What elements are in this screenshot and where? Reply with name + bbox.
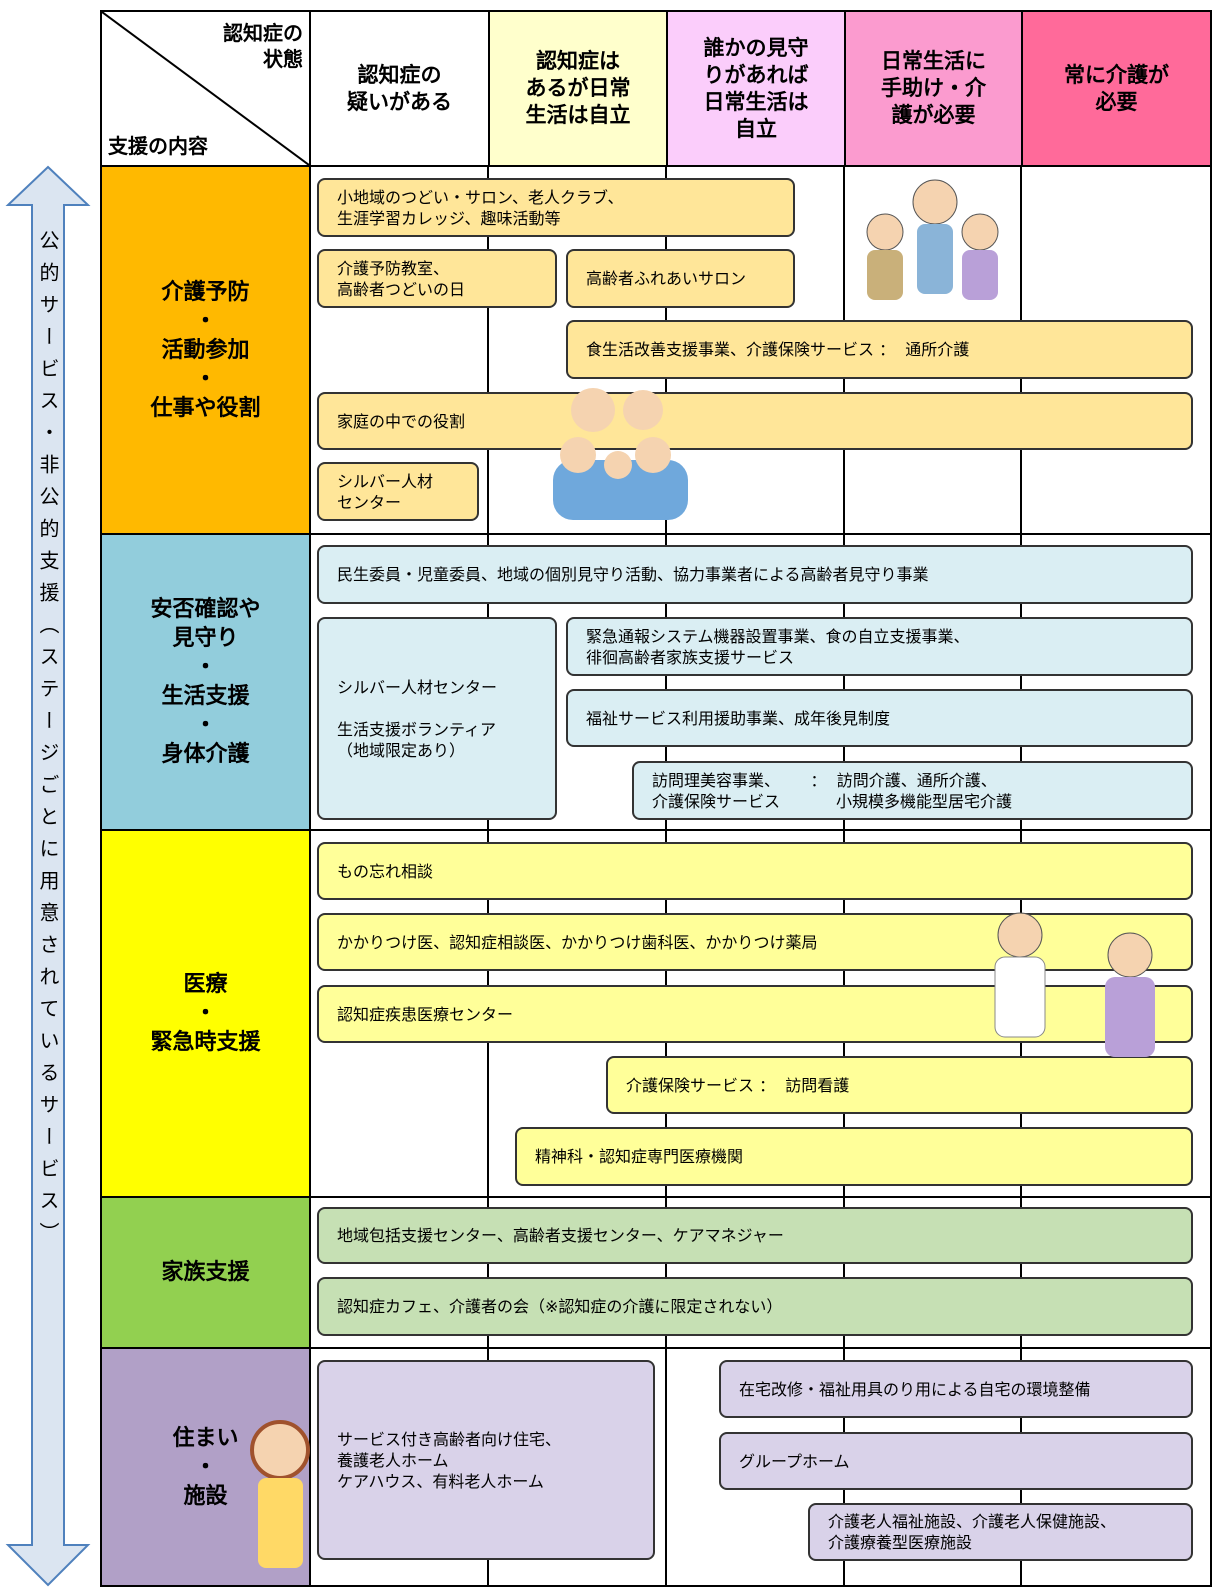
side-arrow: [5, 165, 91, 1587]
service-box: グループホーム: [719, 1432, 1193, 1490]
side-label: 公的サービス・非公的支援（ステージごとに用意されているサービス）: [36, 230, 60, 1254]
service-box: 在宅改修・福祉用具のり用による自宅の環境整備: [719, 1360, 1193, 1418]
corner: 認知症の 状態 支援の内容: [100, 10, 311, 167]
column-header: 誰かの見守 りがあれば 日常生活は 自立: [666, 10, 846, 167]
column-header: 日常生活に 手助け・介 護が必要: [844, 10, 1023, 167]
service-box: シルバー人材 センター: [317, 462, 479, 521]
illustration-family: [553, 388, 688, 520]
row-label: 介護予防 ・ 活動参加 ・ 仕事や役割: [100, 165, 311, 535]
corner-top: 認知症の 状態: [223, 21, 303, 71]
row-line: [309, 829, 1212, 831]
service-box: もの忘れ相談: [317, 842, 1193, 900]
service-box: 地域包括支援センター、高齢者支援センター、ケアマネジャー: [317, 1207, 1193, 1264]
service-box: シルバー人材センター 生活支援ボランティア （地域限定あり）: [317, 617, 557, 820]
row-line: [309, 533, 1212, 535]
row-label: 医療 ・ 緊急時支援: [100, 829, 311, 1198]
service-box: 介護老人福祉施設、介護老人保健施設、 介護療養型医療施設: [808, 1503, 1193, 1561]
service-box: 食生活改善支援事業、介護保険サービス ： 通所介護: [566, 320, 1193, 379]
row-line: [309, 1196, 1212, 1198]
service-box: 小地域のつどい・サロン、老人クラブ、 生涯学習カレッジ、趣味活動等: [317, 178, 795, 237]
service-box: 民生委員・児童委員、地域の個別見守り活動、協力事業者による高齢者見守り事業: [317, 545, 1193, 604]
service-box: 緊急通報システム機器設置事業、食の自立支援事業、 徘徊高齢者家族支援サービス: [566, 617, 1193, 676]
illustration-doctor: [994, 912, 1155, 1057]
column-header: 常に介護が 必要: [1021, 10, 1212, 167]
service-box: かかりつけ医、認知症相談医、かかりつけ歯科医、かかりつけ薬局: [317, 913, 1193, 971]
row-label: 安否確認や 見守り ・ 生活支援 ・ 身体介護: [100, 533, 311, 831]
service-box: 介護保険サービス ： 訪問看護: [606, 1056, 1193, 1114]
row-line: [309, 1347, 1212, 1349]
column-header: 認知症は あるが日常 生活は自立: [488, 10, 668, 167]
service-box: 福祉サービス利用援助事業、成年後見制度: [566, 689, 1193, 747]
service-box: 認知症カフェ、介護者の会（※認知症の介護に限定されない）: [317, 1277, 1193, 1336]
service-box: 高齢者ふれあいサロン: [566, 249, 795, 308]
service-box: 介護予防教室、 高齢者つどいの日: [317, 249, 557, 308]
service-box: サービス付き高齢者向け住宅、 養護老人ホーム ケアハウス、有料老人ホーム: [317, 1360, 655, 1560]
row-label: 家族支援: [100, 1196, 311, 1349]
service-box: 精神科・認知症専門医療機関: [515, 1127, 1193, 1186]
column-header: 認知症の 疑いがある: [309, 10, 490, 167]
illustration-elders: [866, 179, 999, 300]
service-box: 訪問理美容事業、 ： 訪問介護、通所介護、 介護保険サービス 小規模多機能型居宅…: [632, 761, 1193, 820]
service-box: 認知症疾患医療センター: [317, 985, 1193, 1043]
corner-bottom: 支援の内容: [108, 134, 208, 158]
service-box: 家庭の中での役割: [317, 392, 1193, 450]
illustration-caregiver: [250, 1420, 310, 1568]
